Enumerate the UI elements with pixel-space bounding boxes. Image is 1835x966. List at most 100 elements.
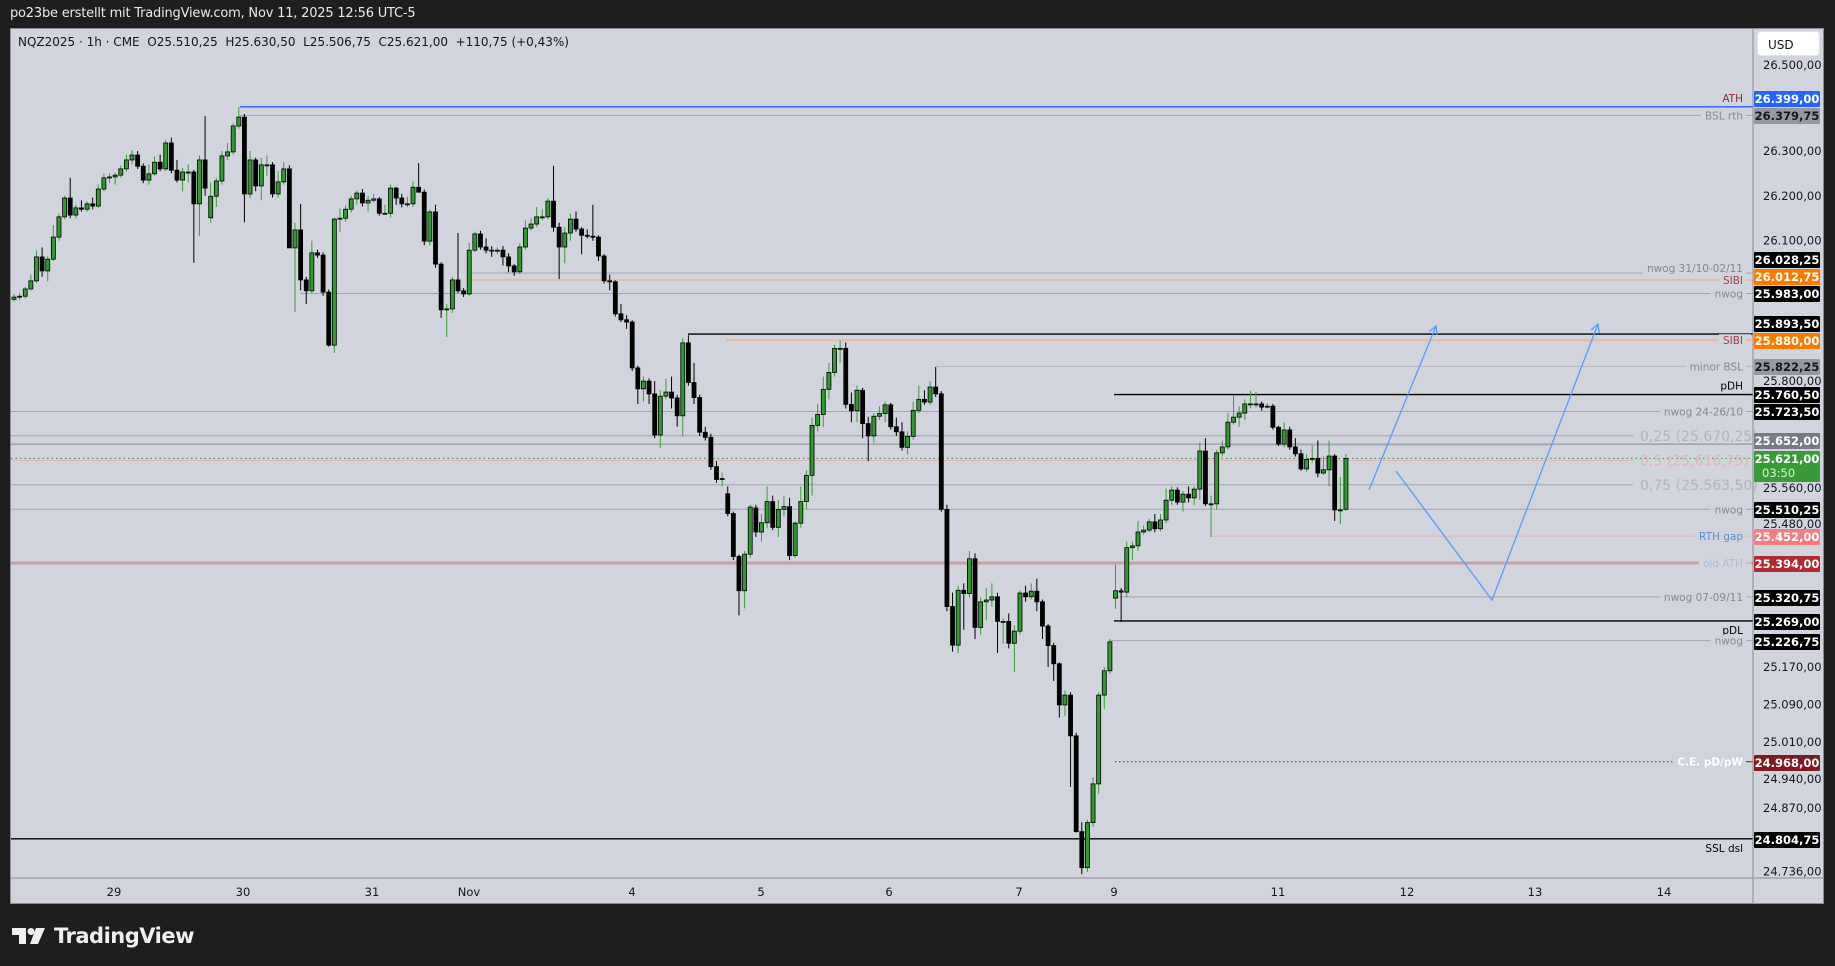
candle-up[interactable] bbox=[764, 486, 770, 528]
candle-down[interactable] bbox=[860, 387, 866, 439]
candle-down[interactable] bbox=[489, 246, 495, 257]
candle-up[interactable] bbox=[1304, 454, 1309, 472]
candle-up[interactable] bbox=[820, 376, 826, 427]
candle-up[interactable] bbox=[34, 250, 39, 284]
candle-up[interactable] bbox=[983, 587, 989, 621]
candle-up[interactable] bbox=[523, 220, 528, 250]
candle-up[interactable] bbox=[1219, 440, 1225, 457]
candle-up[interactable] bbox=[404, 196, 410, 207]
candle-up[interactable] bbox=[1000, 618, 1006, 644]
candle-up[interactable] bbox=[1309, 445, 1315, 463]
candle-down[interactable] bbox=[556, 222, 562, 280]
candle-up[interactable] bbox=[472, 231, 478, 252]
candle-down[interactable] bbox=[483, 238, 489, 254]
candle-down[interactable] bbox=[67, 177, 73, 219]
candle-down[interactable] bbox=[135, 151, 141, 169]
candle-down[interactable] bbox=[393, 186, 399, 205]
candle-up[interactable] bbox=[826, 362, 832, 400]
candle-up[interactable] bbox=[1146, 518, 1152, 533]
candle-up[interactable] bbox=[225, 142, 230, 160]
candle-up[interactable] bbox=[657, 390, 663, 448]
candle-up[interactable] bbox=[1242, 399, 1248, 420]
candle-up[interactable] bbox=[258, 157, 264, 201]
candle-down[interactable] bbox=[1006, 613, 1012, 649]
candle-up[interactable] bbox=[1163, 488, 1169, 524]
candle-down[interactable] bbox=[1056, 662, 1062, 718]
candle-up[interactable] bbox=[815, 403, 821, 432]
candle-down[interactable] bbox=[1023, 585, 1028, 602]
candle-up[interactable] bbox=[680, 337, 686, 436]
candle-down[interactable] bbox=[753, 504, 759, 538]
candle-down[interactable] bbox=[787, 497, 792, 561]
candle-up[interactable] bbox=[1231, 394, 1236, 425]
candle-down[interactable] bbox=[669, 376, 674, 409]
candle-up[interactable] bbox=[663, 378, 669, 400]
candle-up[interactable] bbox=[371, 193, 377, 203]
candle-up[interactable] bbox=[1337, 477, 1343, 525]
candle-up[interactable] bbox=[230, 123, 236, 155]
candle-up[interactable] bbox=[337, 208, 343, 232]
candle-up[interactable] bbox=[101, 173, 107, 192]
candle-up[interactable] bbox=[978, 597, 984, 635]
candle-down[interactable] bbox=[399, 193, 405, 208]
candle-down[interactable] bbox=[39, 247, 45, 277]
candle-up[interactable] bbox=[348, 195, 354, 213]
candle-up[interactable] bbox=[1343, 454, 1349, 511]
candle-up[interactable] bbox=[112, 172, 118, 185]
projection-arrow-down-up[interactable] bbox=[1395, 322, 1600, 602]
candle-up[interactable] bbox=[354, 190, 360, 205]
candle-up[interactable] bbox=[1090, 777, 1096, 827]
candle-down[interactable] bbox=[315, 249, 320, 258]
candle-up[interactable] bbox=[1158, 513, 1163, 532]
candle-up[interactable] bbox=[545, 198, 551, 220]
candle-up[interactable] bbox=[449, 276, 455, 313]
candle-up[interactable] bbox=[124, 154, 129, 172]
candle-down[interactable] bbox=[1186, 486, 1191, 503]
candle-down[interactable] bbox=[1203, 438, 1208, 507]
candle-down[interactable] bbox=[253, 157, 259, 192]
candle-up[interactable] bbox=[517, 242, 523, 275]
candle-up[interactable] bbox=[832, 344, 837, 377]
candle-down[interactable] bbox=[995, 592, 1000, 654]
candle-down[interactable] bbox=[725, 486, 731, 517]
candle-down[interactable] bbox=[191, 169, 197, 263]
candle-down[interactable] bbox=[376, 197, 382, 216]
candle-up[interactable] bbox=[84, 201, 90, 212]
candle-down[interactable] bbox=[972, 553, 978, 640]
candle-down[interactable] bbox=[674, 394, 680, 427]
candle-up[interactable] bbox=[916, 385, 922, 414]
candle-up[interactable] bbox=[809, 417, 815, 496]
candle-down[interactable] bbox=[1292, 438, 1298, 457]
candle-down[interactable] bbox=[944, 504, 950, 612]
candle-up[interactable] bbox=[1017, 590, 1023, 635]
candle-up[interactable] bbox=[292, 222, 298, 313]
candle-up[interactable] bbox=[534, 206, 540, 228]
candle-down[interactable] bbox=[624, 315, 629, 329]
candle-up[interactable] bbox=[309, 240, 315, 294]
candle-up[interactable] bbox=[989, 583, 995, 607]
candle-down[interactable] bbox=[416, 163, 422, 193]
candle-down[interactable] bbox=[933, 366, 939, 398]
candle-up[interactable] bbox=[388, 184, 393, 218]
candle-down[interactable] bbox=[612, 280, 618, 317]
candle-up[interactable] bbox=[197, 155, 202, 237]
candle-up[interactable] bbox=[118, 165, 124, 178]
candle-up[interactable] bbox=[927, 381, 933, 405]
candle-down[interactable] bbox=[478, 230, 483, 250]
candle-down[interactable] bbox=[360, 189, 365, 207]
candle-down[interactable] bbox=[922, 390, 927, 405]
candle-down[interactable] bbox=[950, 592, 955, 652]
candle-down[interactable] bbox=[736, 554, 742, 616]
candle-down[interactable] bbox=[303, 276, 309, 304]
candle-up[interactable] bbox=[95, 184, 101, 209]
candle-up[interactable] bbox=[180, 167, 186, 192]
candle-down[interactable] bbox=[421, 189, 427, 246]
candle-down[interactable] bbox=[629, 320, 635, 372]
candle-down[interactable] bbox=[770, 495, 776, 531]
candle-up[interactable] bbox=[17, 293, 23, 301]
candle-down[interactable] bbox=[938, 391, 944, 512]
candle-up[interactable] bbox=[1236, 406, 1242, 427]
candle-up[interactable] bbox=[837, 340, 843, 363]
candle-down[interactable] bbox=[1276, 425, 1281, 446]
candle-up[interactable] bbox=[562, 227, 568, 264]
